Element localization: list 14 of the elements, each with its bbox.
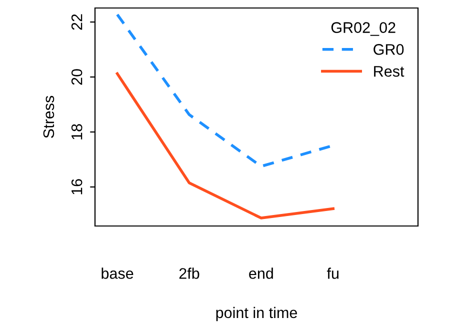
x-tick-label: base [102,268,134,279]
legend-label: Rest [374,66,404,77]
line-series [116,72,335,220]
legend-title: GR02_02 [331,22,396,36]
x-axis-title: point in time [216,306,298,322]
x-tick-label: end [249,268,273,279]
y-tick-label: 22 [71,14,82,30]
x-tick-label: fu [326,268,338,279]
y-tick-label: 18 [71,124,82,140]
y-axis-title: Stress [43,96,54,138]
y-tick-label: 16 [71,179,82,194]
x-tick-label: 2fb [179,268,200,279]
y-tick-label: 20 [71,69,82,85]
legend-label: GR0 [374,44,404,55]
